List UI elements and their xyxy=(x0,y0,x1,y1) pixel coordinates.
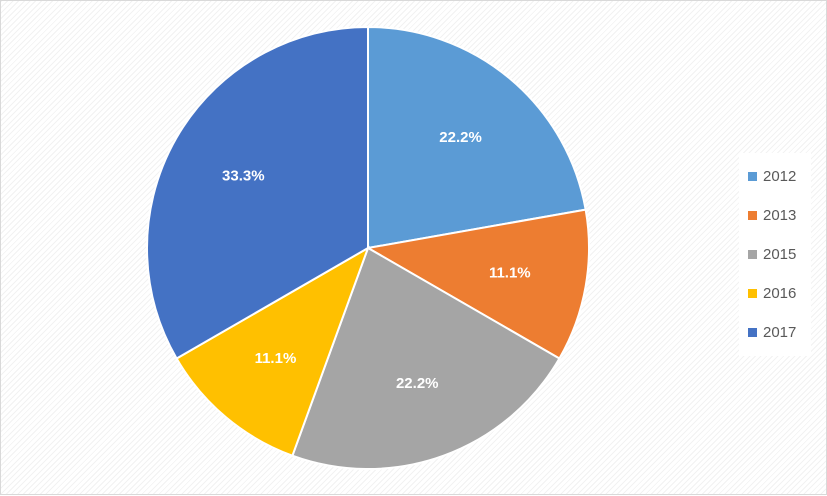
legend-label-2013: 2013 xyxy=(763,207,797,224)
legend-item-2015: 2015 xyxy=(739,235,811,274)
legend-swatch-2017 xyxy=(748,328,757,337)
legend-label-2012: 2012 xyxy=(763,168,797,185)
pie-slice-2016 xyxy=(175,245,370,457)
legend-item-2013: 2013 xyxy=(739,196,811,235)
pie-slice-2013 xyxy=(365,208,590,360)
pie-slice-2012 xyxy=(367,25,587,250)
legend-label-2015: 2015 xyxy=(763,246,797,263)
data-label-2013: 11.1% xyxy=(489,265,531,282)
pie-data-labels: 22.2% 11.1% 22.2% 11.1% 33.3% xyxy=(222,129,531,392)
pie-slice-2017 xyxy=(146,25,369,360)
legend-item-2017: 2017 xyxy=(739,313,811,352)
legend-swatch-2012 xyxy=(748,172,757,181)
legend-item-2012: 2012 xyxy=(739,157,811,196)
legend: 2012 2013 2015 2016 2017 xyxy=(739,153,811,356)
legend-swatch-2015 xyxy=(748,250,757,259)
data-label-2015: 22.2% xyxy=(396,375,439,392)
pie-slices xyxy=(146,25,590,470)
data-label-2012: 22.2% xyxy=(439,129,482,146)
legend-swatch-2013 xyxy=(748,211,757,220)
legend-label-2016: 2016 xyxy=(763,285,797,302)
pie-slice-2015 xyxy=(291,246,561,470)
data-label-2017: 33.3% xyxy=(222,168,265,185)
legend-label-2017: 2017 xyxy=(763,324,797,341)
legend-item-2016: 2016 xyxy=(739,274,811,313)
legend-swatch-2016 xyxy=(748,289,757,298)
data-label-2016: 11.1% xyxy=(255,350,297,367)
